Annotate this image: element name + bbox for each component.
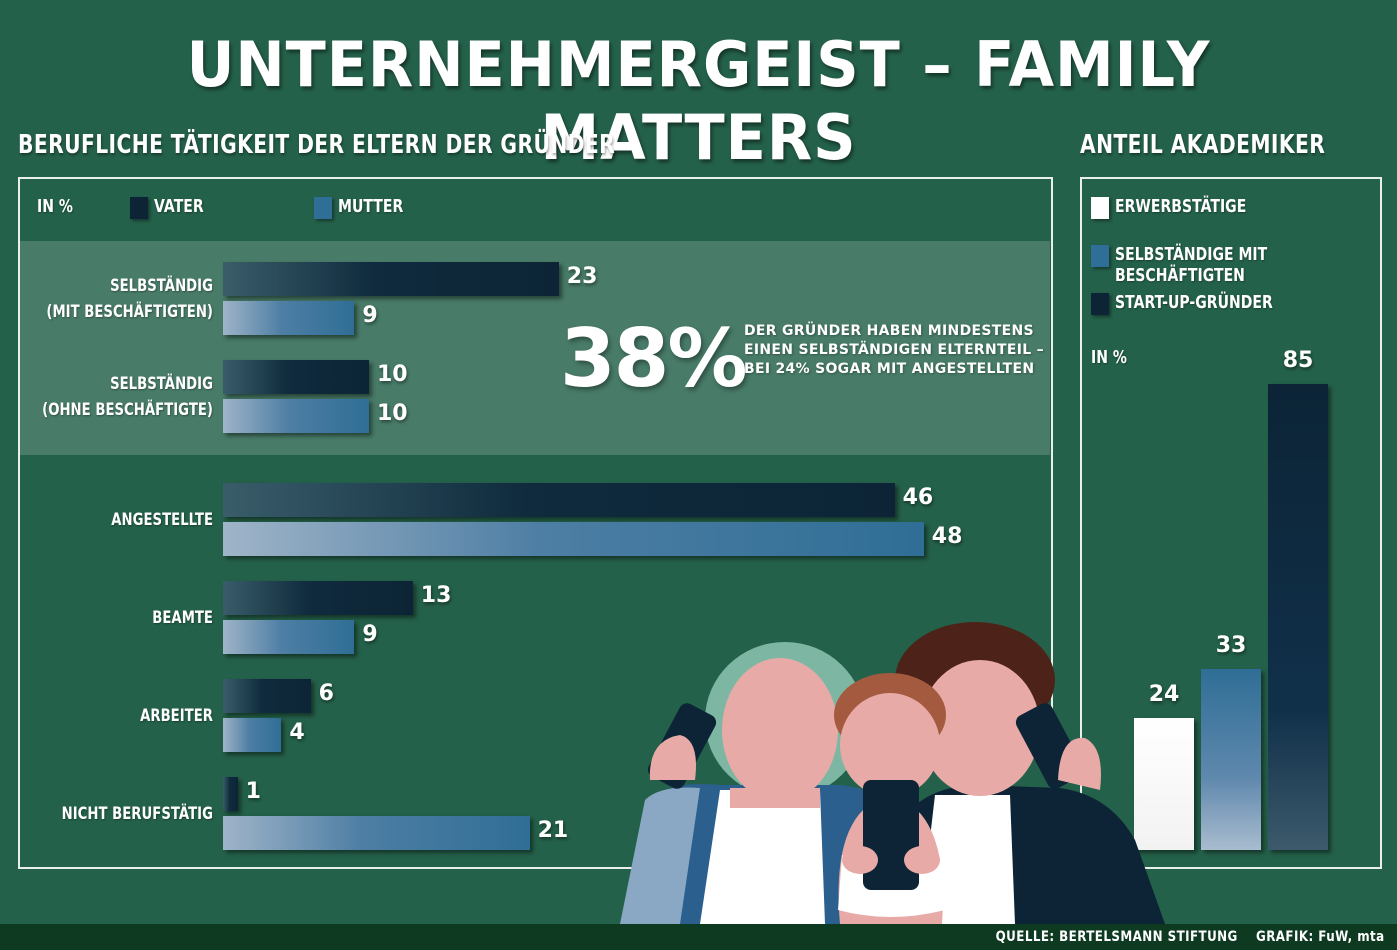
academic-share-bar (1268, 384, 1328, 850)
highlight-line: BEI 24% SOGAR MIT ANGESTELLTEN (744, 361, 1035, 377)
bar-vater (223, 679, 311, 713)
source-text: QUELLE: BERTELSMANN STIFTUNG (996, 929, 1239, 945)
bar-vater (223, 777, 238, 811)
bar-value-label: 4 (289, 720, 305, 745)
bar-value-label: 9 (362, 622, 378, 647)
category-label-line: SELBSTÄNDIG (110, 373, 213, 394)
bar-value-label: 46 (902, 485, 934, 510)
bar-value-label: 23 (566, 264, 598, 289)
legend-swatch-selbstaendige (1091, 245, 1109, 267)
legend-swatch-vater (130, 197, 148, 219)
academic-value-label: 85 (1282, 348, 1314, 374)
academic-share-bar (1134, 718, 1194, 850)
category-label-line: BEAMTE (152, 607, 213, 628)
right-chart-frame (1080, 177, 1382, 869)
bar-value-label: 13 (420, 583, 452, 608)
bar-value-label: 10 (377, 362, 408, 387)
right-section-title: ANTEIL AKADEMIKER (1080, 130, 1326, 160)
bar-vater (223, 483, 895, 517)
family-illustration (620, 622, 1165, 924)
bar-value-label: 21 (537, 818, 569, 843)
legend-label-selbstaendige: SELBSTÄNDIGE MIT BESCHÄFTIGTEN (1115, 244, 1268, 286)
bar-mutter (223, 620, 355, 654)
right-unit-label: IN % (1091, 347, 1127, 368)
category-label-line: (MIT BESCHÄFTIGTEN) (46, 301, 213, 322)
page-title: UNTERNEHMERGEIST – FAMILY MATTERS (186, 28, 1211, 174)
legend-label-startup: START-UP-GRÜNDER (1115, 292, 1273, 313)
left-section-title: BERUFLICHE TÄTIGKEIT DER ELTERN DER GRÜN… (18, 130, 616, 160)
academic-value-label: 33 (1215, 633, 1247, 659)
category-label: NICHT BERUFSTÄTIG (18, 801, 213, 827)
bar-vater (223, 262, 559, 296)
legend-label-erwerbstaetige: ERWERBSTÄTIGE (1115, 196, 1247, 217)
credit-text: GRAFIK: FuW, mta (1256, 929, 1385, 945)
legend-label-mutter: MUTTER (338, 196, 404, 217)
legend-label-vater: VATER (154, 196, 204, 217)
highlight-note: DER GRÜNDER HABEN MINDESTENS EINEN SELBS… (744, 322, 1064, 379)
category-label: ANGESTELLTE (18, 507, 213, 533)
category-label-line: ANGESTELLTE (111, 509, 213, 530)
category-label-line: SELBSTÄNDIG (110, 275, 213, 296)
bar-vater (223, 360, 369, 394)
bar-value-label: 9 (362, 303, 378, 328)
bar-mutter (223, 522, 924, 556)
bar-mutter (223, 301, 355, 335)
category-label-line: (OHNE BESCHÄFTIGTE) (42, 399, 213, 420)
category-label: ARBEITER (18, 703, 213, 729)
left-chart-frame (18, 177, 1053, 869)
academic-share-bar (1201, 669, 1261, 850)
academic-value-label: 24 (1148, 682, 1180, 708)
bar-mutter (223, 399, 369, 433)
footer-text: QUELLE: BERTELSMANN STIFTUNG GRAFIK: FuW… (996, 929, 1385, 945)
bar-value-label: 10 (377, 401, 408, 426)
highlight-number: 38% (560, 312, 747, 405)
category-label: SELBSTÄNDIG (MIT BESCHÄFTIGTEN) (18, 273, 213, 325)
bar-value-label: 1 (245, 779, 261, 804)
highlight-line: DER GRÜNDER HABEN MINDESTENS (744, 323, 1034, 339)
bar-value-label: 6 (318, 681, 334, 706)
category-label-line: NICHT BERUFSTÄTIG (61, 803, 213, 824)
legend-swatch-mutter (314, 197, 332, 219)
category-label: BEAMTE (18, 605, 213, 631)
bar-value-label: 48 (931, 524, 963, 549)
highlight-line: EINEN SELBSTÄNDIGEN ELTERNTEIL – (744, 342, 1044, 358)
bar-mutter (223, 816, 530, 850)
bar-vater (223, 581, 413, 615)
category-label: SELBSTÄNDIG (OHNE BESCHÄFTIGTE) (18, 371, 213, 423)
footer-bar (0, 924, 1397, 950)
category-label-line: ARBEITER (140, 705, 213, 726)
legend-swatch-erwerbstaetige (1091, 197, 1109, 219)
bar-mutter (223, 718, 282, 752)
legend-swatch-startup (1091, 293, 1109, 315)
left-unit-label: IN % (37, 196, 73, 217)
